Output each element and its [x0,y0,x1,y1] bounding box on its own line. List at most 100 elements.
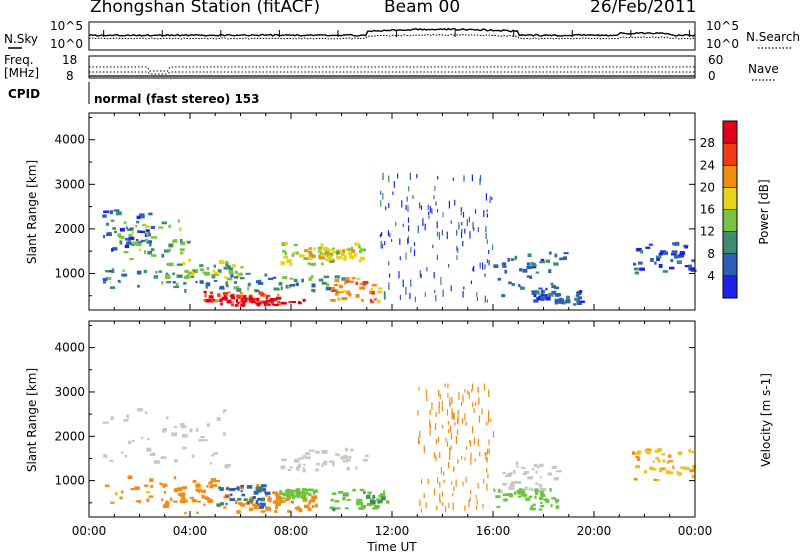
power-cell [554,293,560,297]
power-cell [110,219,115,222]
power-cell [334,275,340,279]
velocity-cell [540,493,546,497]
velocity-cell [479,451,481,457]
velocity-cell [635,455,640,458]
noise-panel [88,21,696,51]
power-cell [399,238,401,245]
power-cell [112,268,115,273]
power-cell [203,299,207,302]
power-cell [464,228,466,234]
power-cell [147,250,152,255]
velocity-cell [298,509,302,513]
power-cell [674,254,679,259]
power-cell [332,247,335,250]
power-cell [136,220,140,224]
velocity-cell [229,488,236,492]
velocity-cell [237,486,240,491]
velocity-cell [207,499,214,503]
power-cell [553,262,559,266]
velocity-cell [124,454,127,458]
power-cell [650,258,654,262]
power-cell [307,262,311,265]
power-cell [182,262,185,266]
power-cell [219,287,225,290]
power-cell [413,242,416,246]
power-cell [280,286,283,291]
power-cell [488,249,490,254]
velocity-cell [143,484,149,487]
velocity-cell [457,458,459,464]
power-cell [144,238,149,243]
velocity-cell [184,512,187,515]
velocity-cell [654,449,660,453]
power-cell [548,292,554,297]
velocity-cell [514,480,518,484]
power-cell [103,210,109,213]
velocity-cell [493,488,496,492]
velocity-cell [162,504,169,509]
velocity-cell [522,489,525,494]
power-cell [131,242,135,246]
velocity-y-axis: 1000 2000 3000 4000 [54,321,696,517]
velocity-cell [434,488,436,496]
velocity-cell [691,450,694,454]
power-cell [558,298,565,301]
power-cell [349,253,352,256]
power-cell [540,297,546,300]
power-cell [656,255,662,259]
power-cell [145,225,151,228]
power-cell [234,270,238,274]
power-cell [533,299,539,303]
power-cell [111,248,114,252]
power-cell [222,292,229,296]
velocity-cell [524,486,528,491]
velocity-cell [279,489,282,494]
velocity-cell [173,488,179,492]
power-cell [359,282,365,285]
power-cell [458,222,460,230]
velocity-cell [259,505,265,509]
velocity-cell [181,497,186,500]
power-cell [311,288,315,292]
power-cell [343,255,346,258]
velocity-cell [540,504,545,508]
power-cell [297,301,302,305]
power-cell [288,301,292,304]
velocity-cell [302,455,306,458]
freq-traces [89,66,695,77]
x-tick-label: 00:00 [72,524,107,538]
power-cell [493,264,499,268]
velocity-cell [441,424,444,429]
velocity-cell [533,463,538,468]
velocity-cell [161,498,164,502]
velocity-cell [516,481,522,484]
power-cell [514,255,518,260]
power-colorbar-tick-label: 24 [700,158,715,172]
power-cell [637,261,643,265]
power-cell [345,277,350,281]
velocity-cell [450,425,452,433]
power-cell [291,253,295,257]
velocity-cell [485,452,487,461]
power-colorbar-swatch [723,143,737,166]
velocity-cell [514,491,517,495]
power-cell [319,252,322,255]
power-cell [264,273,268,277]
velocity-cell [453,467,455,472]
power-cell [260,300,263,303]
velocity-cell [445,506,447,512]
power-cell [203,290,207,294]
velocity-cell [478,415,480,423]
power-cell [289,284,295,287]
power-cell [485,233,487,239]
power-cell [435,295,437,302]
power-cell [142,224,147,227]
freq-label-1: Freq. [4,53,34,67]
y-tick-label: 1000 [54,266,85,280]
power-cell [144,250,147,254]
velocity-cell [174,425,178,429]
power-cell [339,251,344,255]
power-cell [437,208,439,213]
velocity-cell [551,465,557,469]
velocity-cell [216,504,221,507]
